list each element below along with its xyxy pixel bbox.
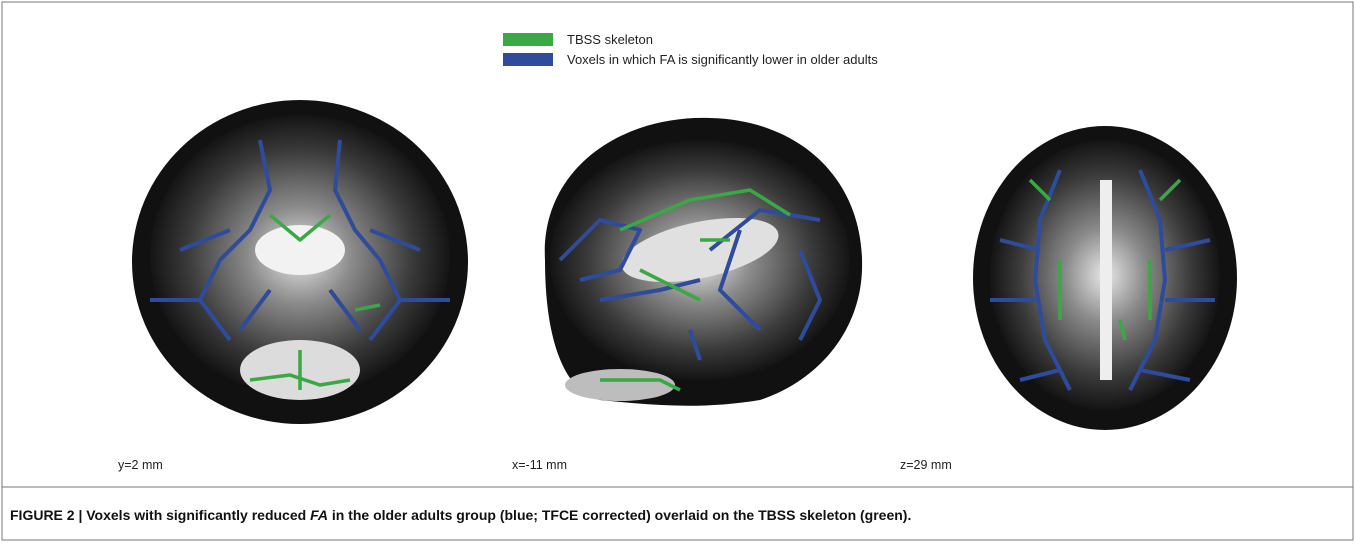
legend-label: Voxels in which FA is significantly lowe… bbox=[567, 52, 878, 67]
legend-label: TBSS skeleton bbox=[567, 32, 653, 47]
caption: FIGURE 2 | Voxels with significantly red… bbox=[10, 507, 911, 523]
panel-label: y=2 mm bbox=[118, 458, 163, 472]
legend: TBSS skeleton Voxels in which FA is sign… bbox=[503, 32, 878, 67]
figure: TBSS skeleton Voxels in which FA is sign… bbox=[0, 0, 1355, 546]
sagittal-slice bbox=[545, 118, 862, 406]
caption-text: FIGURE 2 | Voxels with significantly red… bbox=[10, 507, 310, 523]
caption-italic: FA bbox=[310, 507, 328, 523]
panel-label: x=-11 mm bbox=[512, 458, 567, 472]
caption-text: in the older adults group (blue; TFCE co… bbox=[328, 507, 911, 523]
legend-swatch bbox=[503, 53, 553, 66]
coronal-slice bbox=[132, 100, 468, 424]
axial-slice bbox=[973, 126, 1237, 430]
panel-label: z=29 mm bbox=[900, 458, 952, 472]
legend-swatch bbox=[503, 33, 553, 46]
